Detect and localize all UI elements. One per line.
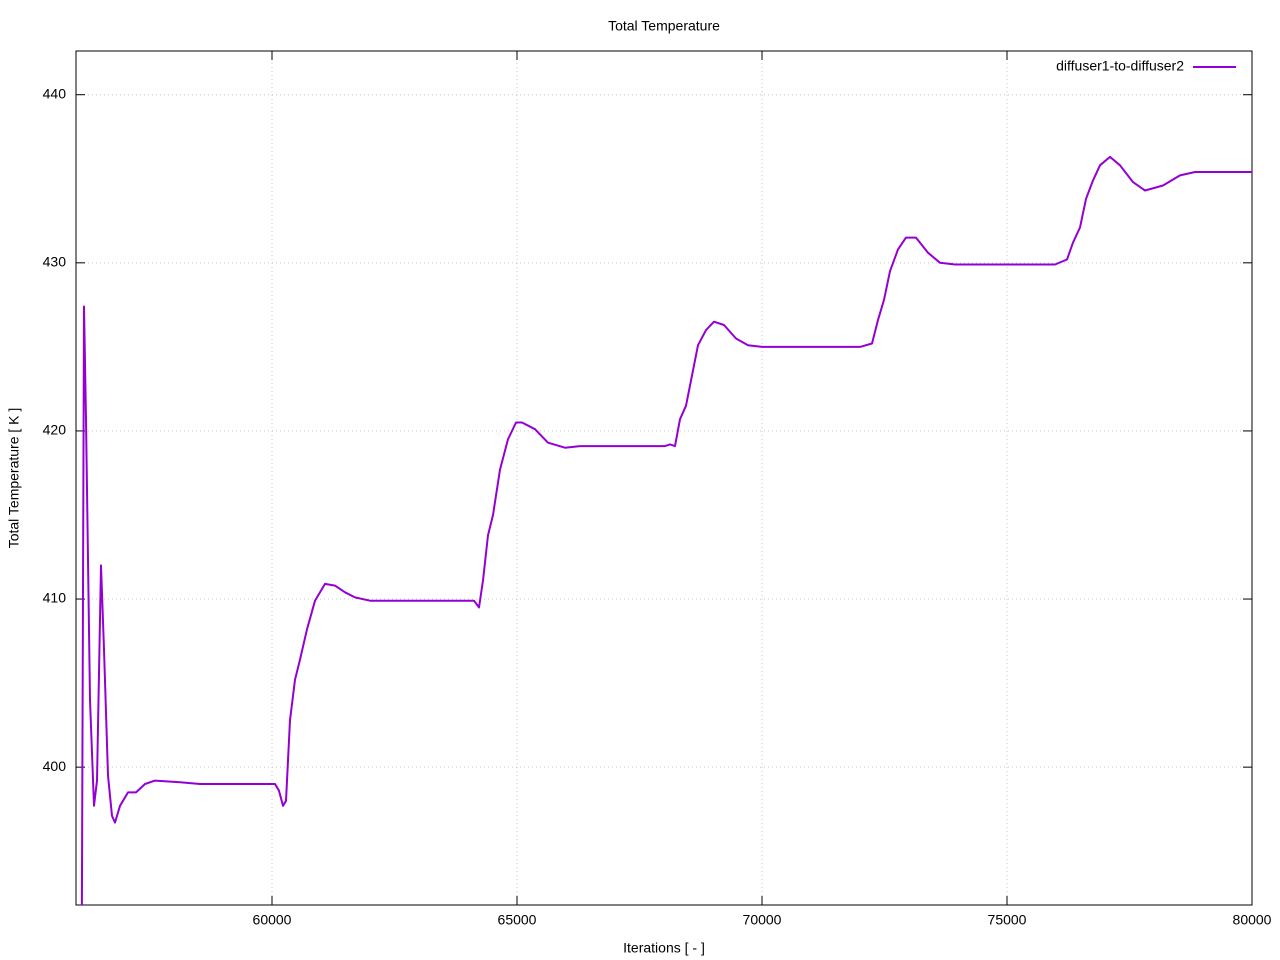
y-tick-label: 430 (43, 254, 67, 270)
y-tick-label: 440 (43, 85, 67, 101)
y-tick-label: 410 (43, 590, 67, 606)
x-tick-label: 80000 (1233, 912, 1272, 928)
x-tick-label: 65000 (498, 912, 537, 928)
legend-label: diffuser1-to-diffuser2 (1056, 58, 1184, 74)
y-tick-label: 400 (43, 758, 67, 774)
data-line (80, 155, 1252, 905)
x-tick-label: 70000 (743, 912, 782, 928)
x-axis-label: Iterations [ - ] (623, 940, 705, 956)
x-tick-label: 60000 (253, 912, 292, 928)
y-axis-label: Total Temperature [ K ] (6, 408, 22, 549)
y-tick-label: 420 (43, 422, 67, 438)
chart-title: Total Temperature (608, 18, 720, 34)
x-tick-label: 75000 (988, 912, 1027, 928)
plot-border (75, 50, 1253, 906)
